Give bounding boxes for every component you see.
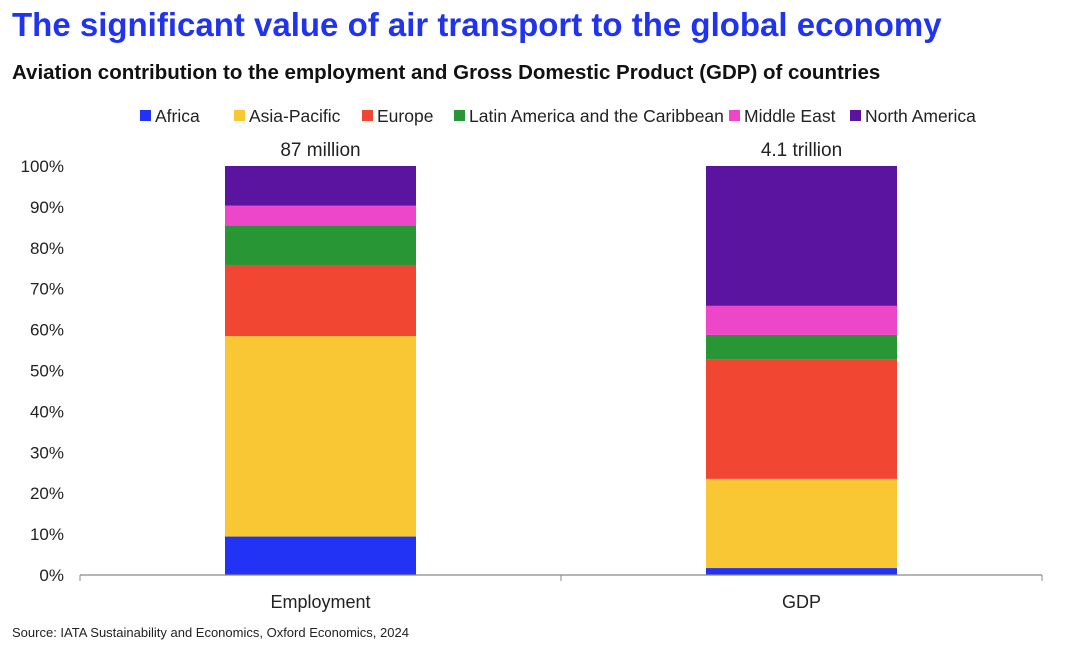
bar-segment-middle-east xyxy=(225,205,416,226)
bar-segment-africa xyxy=(225,536,416,575)
y-tick-label: 40% xyxy=(30,402,64,421)
total-label: 87 million xyxy=(280,140,360,161)
legend-label: Middle East xyxy=(744,106,836,126)
legend-swatch xyxy=(140,110,151,121)
y-tick-label: 90% xyxy=(30,198,64,217)
bar-segment-latin-america-and-the-caribbean xyxy=(225,225,416,265)
bar-segment-europe xyxy=(225,264,416,337)
total-label: 4.1 trillion xyxy=(761,140,842,161)
legend-swatch xyxy=(729,110,740,121)
bar-segment-africa xyxy=(706,568,897,575)
y-tick-label: 50% xyxy=(30,362,64,381)
source-note: Source: IATA Sustainability and Economic… xyxy=(12,625,409,640)
y-tick-label: 10% xyxy=(30,525,64,544)
y-tick-label: 80% xyxy=(30,239,64,258)
legend-label: North America xyxy=(865,106,976,126)
bar-segment-asia-pacific xyxy=(225,336,416,537)
bar-segment-europe xyxy=(706,359,897,479)
y-tick-label: 60% xyxy=(30,321,64,340)
bar-segment-latin-america-and-the-caribbean xyxy=(706,334,897,360)
chart-title: The significant value of air transport t… xyxy=(12,6,942,43)
y-tick-label: 100% xyxy=(21,157,64,176)
legend-label: Asia-Pacific xyxy=(249,106,341,126)
bar-segment-middle-east xyxy=(706,305,897,335)
legend-label: Europe xyxy=(377,106,433,126)
chart-subtitle: Aviation contribution to the employment … xyxy=(12,61,881,84)
x-tick-label: GDP xyxy=(782,592,821,612)
legend-swatch xyxy=(362,110,373,121)
legend-label: Latin America and the Caribbean xyxy=(469,106,724,126)
y-tick-label: 70% xyxy=(30,280,64,299)
y-tick-label: 30% xyxy=(30,443,64,462)
legend-swatch xyxy=(850,110,861,121)
y-tick-label: 0% xyxy=(39,566,64,585)
legend-swatch xyxy=(454,110,465,121)
legend-swatch xyxy=(234,110,245,121)
legend-label: Africa xyxy=(155,106,200,126)
bar-segment-north-america xyxy=(706,166,897,306)
bar-segment-asia-pacific xyxy=(706,478,897,569)
x-tick-label: Employment xyxy=(270,592,370,612)
y-tick-label: 20% xyxy=(30,484,64,503)
bar-segment-north-america xyxy=(225,166,416,206)
